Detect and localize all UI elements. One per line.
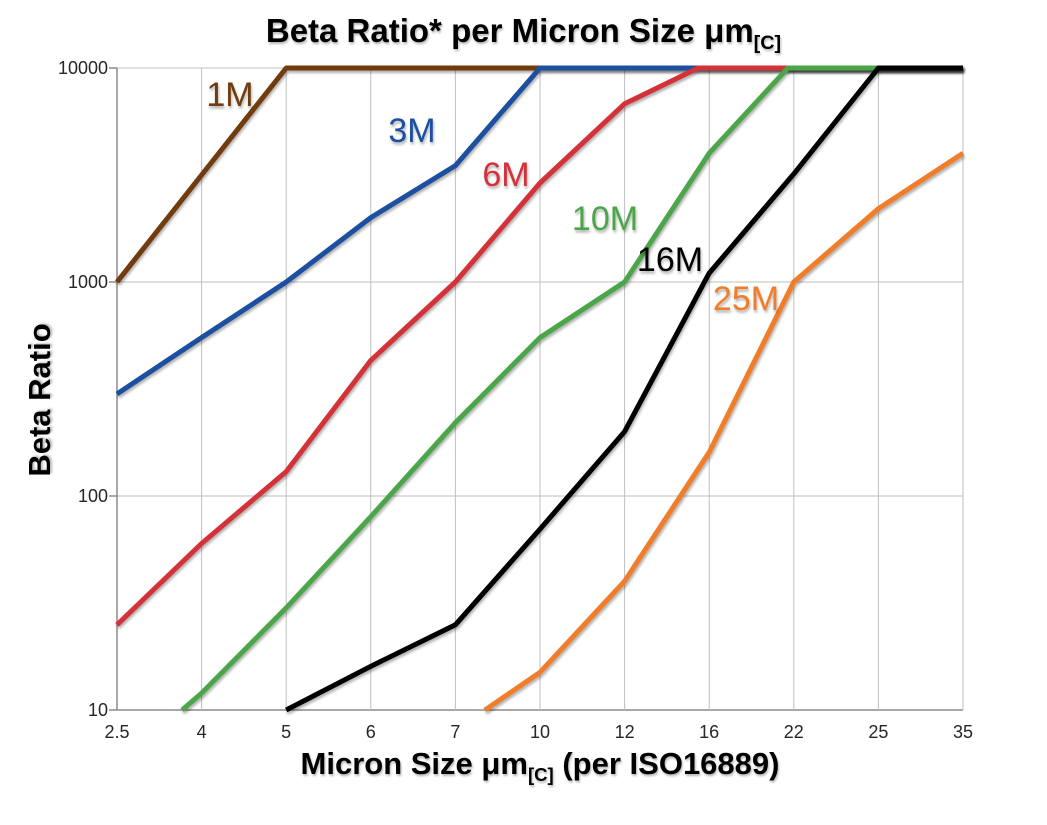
x-tick-label-10: 10 [529, 722, 551, 742]
series-label-10M: 10M [572, 200, 638, 238]
x-tick-label-2.5: 2.5 [104, 722, 130, 742]
series-line-10M [180, 65, 963, 712]
chart-title-subscript: [C] [753, 31, 782, 54]
x-tick-label-6: 6 [365, 722, 376, 742]
series-label-6M: 6M [482, 156, 529, 194]
x-tick-label-7: 7 [450, 722, 461, 742]
x-axis-title: Micron Size μm[C] (per ISO16889) [117, 746, 963, 785]
chart-title: Beta Ratio* per Micron Size μm[C] [0, 12, 1047, 54]
x-tick-label-25: 25 [868, 722, 889, 742]
chart-title-main: Beta Ratio* per Micron Size μm [265, 12, 754, 49]
x-tick-label-22: 22 [783, 722, 804, 742]
y-axis-title: Beta Ratio [22, 323, 57, 477]
x-tick-label-12: 12 [614, 722, 635, 742]
x-tick-label-4: 4 [196, 722, 207, 742]
x-tick-label-16: 16 [699, 722, 720, 742]
y-tick-label-10000: 10000 [57, 58, 108, 78]
x-axis-title-subscript: [C] [527, 763, 554, 785]
x-tick-label-35: 35 [952, 722, 974, 742]
series-label-1M: 1M [206, 76, 253, 114]
x-axis-title-suffix: (per ISO16889) [553, 746, 780, 781]
x-tick-label-5: 5 [281, 722, 292, 742]
series-line-25M [483, 151, 965, 713]
series-label-25M: 25M [713, 280, 779, 318]
series-line-16M [285, 65, 963, 713]
x-axis-title-main: Micron Size μm [300, 746, 528, 781]
y-tick-label-10: 10 [87, 700, 108, 720]
y-tick-label-1000: 1000 [67, 272, 108, 292]
series-label-3M: 3M [388, 112, 435, 150]
y-tick-label-100: 100 [77, 486, 108, 506]
series-label-16M: 16M [637, 241, 703, 279]
